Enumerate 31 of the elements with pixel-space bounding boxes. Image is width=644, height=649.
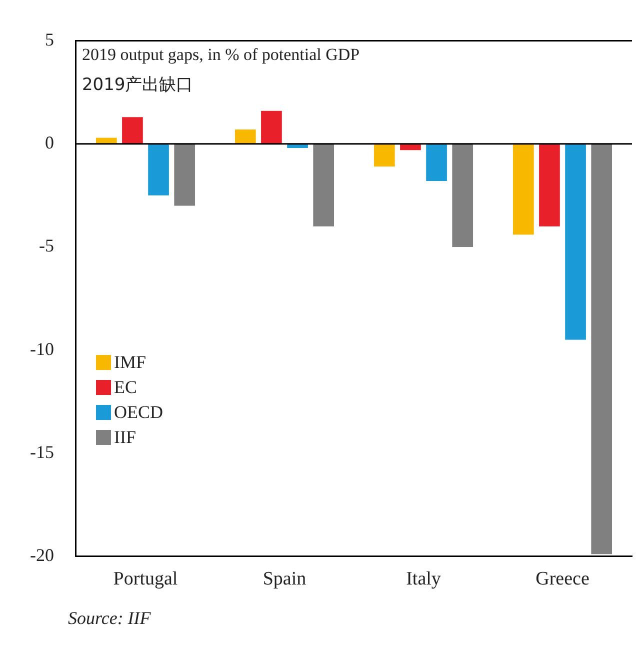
y-tick-label: -15 <box>30 442 54 462</box>
bar <box>565 144 586 340</box>
x-tick-label: Greece <box>536 568 590 590</box>
y-tick-label: -5 <box>38 236 54 256</box>
x-tick-label: Spain <box>262 568 307 590</box>
bar <box>148 144 169 196</box>
chart-title: 2019 output gaps, in % of potential GDP <box>82 44 360 65</box>
text: 2019产出缺口 <box>82 74 194 96</box>
bar <box>313 144 334 226</box>
legend-label: IMF <box>114 351 146 374</box>
bar <box>426 144 447 181</box>
y-tick-label: 5 <box>44 30 54 50</box>
legend-label: OECD <box>114 401 163 424</box>
bar <box>591 144 612 554</box>
x-tick-label: Portugal <box>113 568 178 590</box>
x-tick-label: Italy <box>406 568 442 590</box>
bar <box>374 144 395 167</box>
bar <box>452 144 474 247</box>
bar <box>174 144 196 206</box>
bar <box>512 144 534 235</box>
y-tick-label: -20 <box>30 544 54 565</box>
bar <box>539 144 560 226</box>
bar <box>261 110 282 144</box>
bar <box>400 144 421 150</box>
bar <box>234 129 256 144</box>
source-note: Source: IIF <box>68 608 151 629</box>
y-tick-label: -10 <box>30 338 54 359</box>
legend-label: EC <box>114 376 137 400</box>
bar <box>122 117 143 144</box>
y-tick-label: 0 <box>44 132 54 153</box>
legend-label: IIF <box>114 426 136 450</box>
